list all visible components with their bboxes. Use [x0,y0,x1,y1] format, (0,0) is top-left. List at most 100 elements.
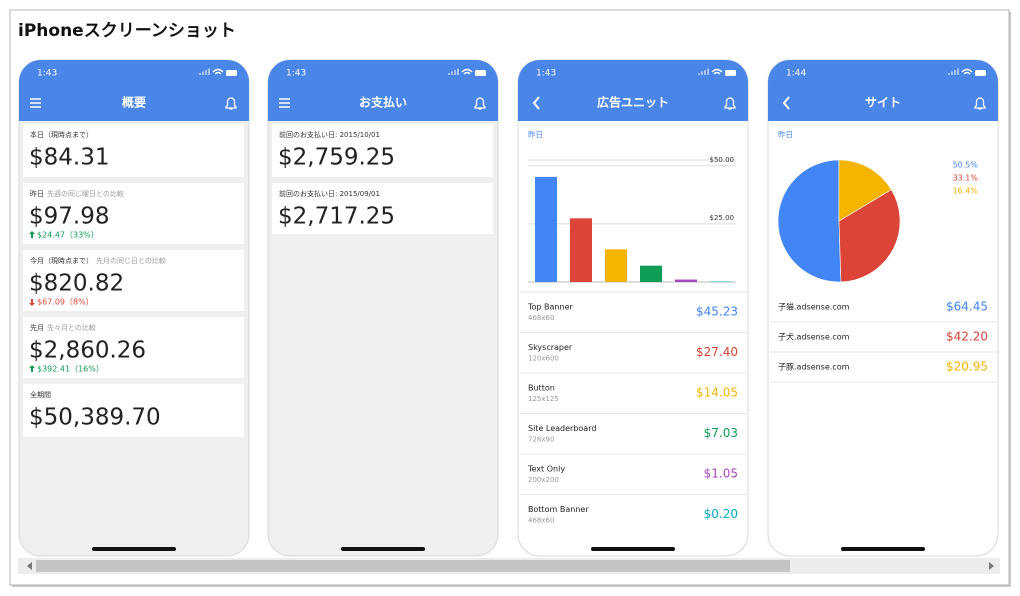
card-change: $24.47（33%） [37,231,99,240]
ad-unit-size: 120x600 [528,355,559,363]
section-label: 昨日 [778,129,793,139]
back-button[interactable] [532,96,540,110]
scroll-left[interactable] [27,562,32,570]
trend-arrow [29,365,35,372]
card-label: 全期間 [30,390,51,399]
wifi-icon [961,68,973,75]
card-bg [23,317,244,378]
site-earnings: $42.20 [946,330,988,344]
signal-bar [957,68,959,75]
status-time: 1:43 [536,69,556,79]
ad-unit-name: Site Leaderboard [528,424,596,433]
card-amount: $820.82 [29,271,124,297]
legend-percent: 16.4% [953,187,979,196]
card-label: 今月（現時点まで） 先月の同じ日との比較 [30,256,166,265]
summary-card: 前回のお支払い日: 2015/09/01 $2,717.25 [272,183,493,234]
battery-icon [975,70,986,76]
signal-bar [208,68,210,75]
status-time: 1:44 [786,69,806,79]
bell-button[interactable] [474,97,486,110]
bell-button[interactable] [225,97,237,110]
card-bg [23,384,244,437]
bar [640,265,662,282]
home-indicator [341,547,425,551]
bell-button[interactable] [724,97,736,110]
ad-unit-earnings: $1.05 [704,467,738,481]
signal-bar [448,73,450,75]
wifi-icon [461,68,473,75]
card-amount: $2,717.25 [278,204,395,230]
signal-bar [454,70,456,75]
summary-card: 全期間 $50,389.70 [23,384,244,437]
bell-button[interactable] [974,97,986,110]
pie-slice [838,159,892,222]
back-button[interactable] [782,96,790,110]
ad-unit-size: 728x90 [528,436,554,444]
card-note: 先々月との比較 [47,323,96,332]
card-amount: $2,759.25 [278,145,395,171]
card-label: 前回のお支払い日: 2015/10/01 [279,130,380,139]
signal-bar [199,73,201,75]
menu-button[interactable] [279,98,290,108]
signal-bar [954,70,956,75]
card-label: 本日（現時点まで） [30,130,93,139]
battery-icon [725,70,736,76]
trend-arrow [29,299,35,306]
card-label-text: 全期間 [30,390,51,399]
card-change: $67.09（8%） [37,298,94,307]
app-header [518,60,748,121]
ad-unit-size: 468x60 [528,517,554,525]
scrollbar-thumb[interactable] [36,560,790,572]
y-tick-label: $25.00 [710,214,735,222]
site-name: 子豚.adsense.com [778,363,850,372]
home-indicator [591,547,675,551]
status-time: 1:43 [37,69,57,79]
menu-button[interactable] [30,98,41,108]
card-amount: $97.98 [29,204,109,230]
ad-unit-name: Bottom Banner [528,505,589,514]
legend-percent: 50.5% [953,161,979,170]
card-label-text: 前回のお支払い日: 2015/09/01 [279,189,380,198]
bar [675,279,697,282]
ad-unit-size: 200x200 [528,476,559,484]
scroll-right[interactable] [989,562,994,570]
card-change: $392.41（16%） [37,365,104,374]
screen-title: お支払い [359,95,407,110]
screen-title: 広告ユニット [597,95,669,110]
ad-unit-earnings: $7.03 [704,426,738,440]
summary-card: 先月 先々月との比較 $2,860.26$392.41（16%） [23,317,244,378]
signal-bar [948,73,950,75]
ad-unit-size: 468x60 [528,314,554,322]
bar [570,218,592,282]
card-amount: $2,860.26 [29,338,146,364]
battery-icon [226,70,237,76]
card-note: 先月の同じ日との比較 [96,256,166,265]
page-title: iPhoneスクリーンショット [18,21,236,41]
card-label-text: 先月 [30,323,44,332]
legend-percent: 33.1% [953,174,979,183]
card-amount: $84.31 [29,145,109,171]
home-indicator [92,547,176,551]
card-note: 先週の同じ曜日との比較 [47,189,124,198]
status-time: 1:43 [286,69,306,79]
signal-bar [698,73,700,75]
trend-arrow [29,231,35,238]
site-name: 子犬.adsense.com [778,332,850,342]
app-header [768,60,998,121]
card-bg [272,183,493,234]
ad-unit-size: 125x125 [528,395,559,403]
ad-unit-earnings: $0.20 [704,507,738,521]
bar [535,176,557,282]
ad-unit-earnings: $14.05 [696,386,738,400]
card-bg [23,183,244,244]
y-tick-label: $50.00 [710,156,735,164]
card-label-text: 本日（現時点まで） [30,130,93,139]
screen-title: サイト [865,96,901,110]
battery-icon [475,70,486,76]
ad-unit-name: Skyscraper [528,343,573,352]
card-label-text: 前回のお支払い日: 2015/10/01 [279,130,380,139]
